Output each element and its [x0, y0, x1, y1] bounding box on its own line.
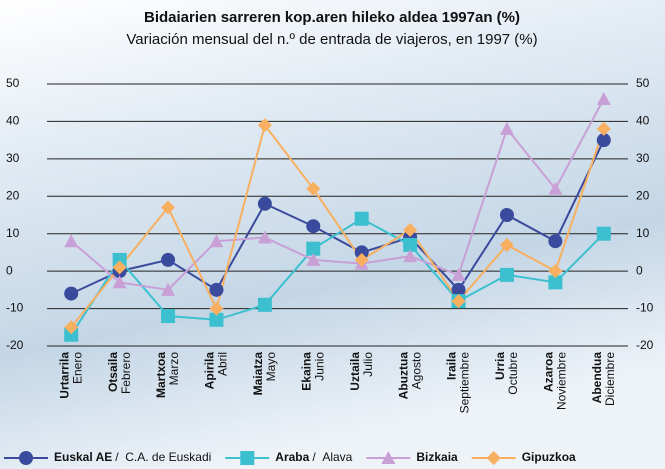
x-tick-label: Marzo	[167, 352, 181, 386]
legend-item: Araba/Alava	[225, 450, 352, 465]
y2-tick-label: 10	[636, 226, 650, 240]
x-tick-label: Noviembre	[555, 352, 569, 410]
y-tick-label: 50	[6, 76, 20, 90]
y-tick-label: 10	[6, 226, 20, 240]
y-tick-label: 20	[6, 188, 20, 202]
y2-tick-label: 30	[636, 151, 650, 165]
y2-tick-label: 50	[636, 76, 650, 90]
x-tick-label: Maiatza	[251, 352, 265, 396]
y2-tick-label: 0	[636, 263, 643, 277]
x-tick-label: Febrero	[119, 352, 133, 394]
y-tick-label: 40	[6, 114, 20, 128]
x-tick-label: Septiembre	[458, 352, 472, 414]
marker	[258, 197, 272, 211]
x-tick-label: Abuztua	[396, 352, 410, 400]
y2-tick-label: 40	[636, 114, 650, 128]
marker	[161, 309, 175, 323]
marker	[161, 253, 175, 267]
y-tick-label: -20	[6, 338, 24, 352]
marker	[548, 234, 562, 248]
marker	[500, 208, 514, 222]
x-tick-label: Azaroa	[542, 352, 556, 392]
marker	[258, 298, 272, 312]
chart-subtitle: Variación mensual del n.º de entrada de …	[126, 31, 537, 48]
legend-label: Bizkaia	[416, 450, 458, 464]
x-tick-label: Enero	[70, 352, 84, 384]
marker	[240, 451, 254, 465]
marker	[500, 268, 514, 282]
marker	[209, 283, 223, 297]
x-tick-label: Agosto	[409, 352, 423, 390]
legend-label: Araba	[275, 450, 309, 464]
marker	[306, 219, 320, 233]
legend-label: Gipuzkoa	[522, 450, 576, 464]
chart-title: Bidaiarien sarreren kop.aren hileko alde…	[144, 9, 520, 26]
x-tick-label: Abendua	[590, 352, 604, 404]
y2-tick-label: -10	[636, 301, 654, 315]
x-tick-label: Urria	[493, 352, 507, 380]
x-tick-label: Abril	[216, 352, 230, 376]
x-tick-label: Martxoa	[154, 352, 168, 398]
chart: Bidaiarien sarreren kop.aren hileko alde…	[0, 0, 665, 469]
y2-tick-label: 20	[636, 188, 650, 202]
marker	[597, 227, 611, 241]
legend-label-es: Alava	[322, 450, 352, 464]
x-tick-label: Octubre	[506, 352, 520, 395]
x-tick-label: Apirila	[203, 352, 217, 390]
y2-tick-label: -20	[636, 338, 654, 352]
legend-label: Euskal AE	[54, 450, 112, 464]
x-tick-label: Junio	[312, 352, 326, 381]
x-tick-label: Diciembre	[603, 352, 617, 406]
marker	[355, 212, 369, 226]
x-tick-label: Uztaila	[348, 352, 362, 391]
y-tick-label: -10	[6, 301, 24, 315]
y-tick-label: 0	[6, 263, 13, 277]
x-tick-label: Urtarrila	[57, 352, 71, 399]
x-tick-label: Ekaina	[299, 352, 313, 391]
x-tick-label: Mayo	[264, 352, 278, 382]
marker	[64, 287, 78, 301]
x-tick-label: Iraila	[445, 352, 459, 380]
marker	[19, 451, 33, 465]
legend-label-es: C.A. de Euskadi	[125, 450, 211, 464]
x-tick-label: Otsaila	[106, 352, 120, 392]
y-tick-label: 30	[6, 151, 20, 165]
x-tick-label: Julio	[361, 352, 375, 377]
